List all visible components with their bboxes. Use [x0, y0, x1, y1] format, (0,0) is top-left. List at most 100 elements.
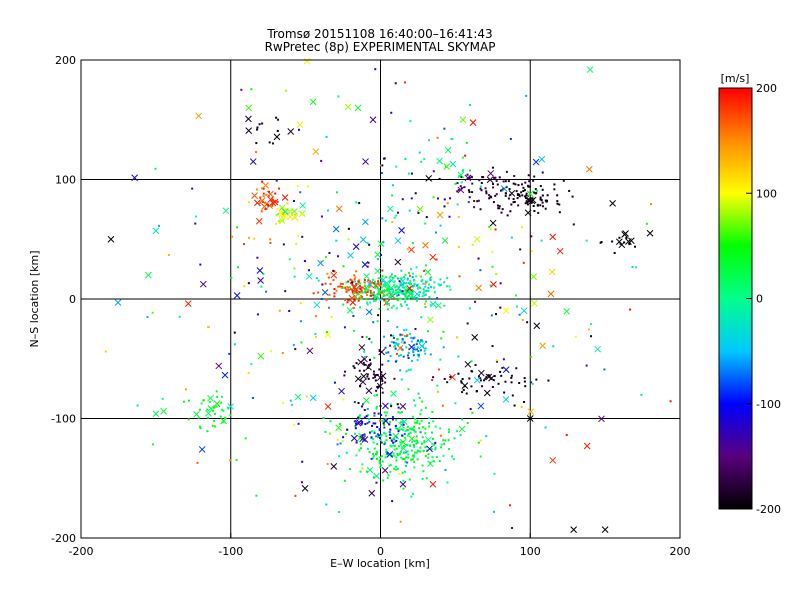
- data-point-cross: [338, 387, 345, 395]
- data-point: [436, 384, 439, 387]
- data-point: [412, 296, 415, 299]
- data-point: [424, 285, 427, 288]
- data-point: [336, 438, 339, 441]
- data-point: [378, 459, 381, 462]
- data-point: [396, 453, 399, 456]
- data-point: [422, 292, 425, 295]
- data-point: [491, 166, 494, 169]
- data-point: [395, 307, 398, 310]
- data-point: [383, 285, 386, 288]
- data-point: [503, 391, 506, 394]
- data-point: [353, 285, 356, 288]
- data-point: [468, 103, 471, 106]
- data-point: [278, 219, 281, 222]
- data-point: [356, 293, 359, 296]
- data-point: [397, 445, 400, 448]
- data-point: [379, 405, 382, 408]
- data-point: [387, 360, 390, 363]
- data-point: [228, 352, 231, 355]
- data-point: [420, 349, 423, 352]
- data-point: [544, 426, 547, 429]
- data-point: [377, 291, 380, 294]
- data-point: [541, 188, 544, 191]
- data-point: [533, 191, 536, 194]
- data-point: [286, 202, 289, 205]
- data-point: [457, 355, 460, 358]
- data-point: [357, 282, 360, 285]
- data-point: [439, 283, 442, 286]
- data-point: [489, 195, 492, 198]
- data-point: [326, 462, 329, 465]
- data-point: [437, 197, 440, 200]
- data-point: [521, 183, 524, 186]
- data-point: [386, 308, 389, 311]
- data-point: [372, 438, 375, 441]
- data-point-cross: [530, 300, 538, 307]
- data-point: [519, 248, 522, 251]
- data-point: [398, 428, 401, 431]
- data-point: [398, 472, 401, 475]
- data-point: [385, 435, 388, 438]
- data-point: [403, 329, 406, 332]
- data-point: [250, 88, 253, 91]
- data-point: [530, 381, 533, 384]
- data-point: [402, 341, 405, 344]
- data-point: [259, 196, 262, 199]
- data-point: [493, 510, 496, 513]
- data-point: [441, 404, 444, 407]
- data-point: [312, 292, 315, 295]
- data-point: [409, 120, 412, 123]
- data-point: [240, 88, 243, 91]
- data-point: [420, 419, 423, 422]
- data-point-cross: [502, 307, 510, 314]
- data-point: [293, 267, 296, 270]
- data-point: [332, 279, 335, 282]
- data-point: [373, 430, 376, 433]
- data-point: [418, 340, 421, 343]
- data-point-cross: [429, 253, 437, 261]
- data-point: [404, 295, 407, 298]
- data-point: [413, 282, 416, 285]
- data-point: [354, 296, 357, 299]
- data-point: [357, 401, 360, 404]
- data-point: [215, 405, 218, 408]
- data-point: [427, 286, 430, 289]
- data-point: [432, 376, 435, 379]
- data-point: [415, 343, 418, 346]
- data-point: [407, 172, 410, 175]
- data-point: [590, 323, 593, 326]
- data-point: [354, 276, 357, 279]
- data-point: [260, 285, 263, 288]
- data-point: [532, 205, 535, 208]
- data-point: [565, 433, 568, 436]
- data-point: [247, 372, 250, 375]
- data-point: [380, 433, 383, 436]
- data-point-cross: [321, 289, 329, 296]
- data-point: [406, 434, 409, 437]
- data-point: [385, 448, 388, 451]
- data-point: [381, 419, 384, 422]
- data-point: [451, 455, 454, 458]
- data-point: [447, 431, 450, 434]
- data-point: [568, 189, 571, 192]
- data-point: [590, 335, 593, 338]
- data-point: [394, 82, 397, 85]
- data-point: [404, 470, 407, 473]
- data-point: [471, 243, 474, 246]
- data-point: [265, 193, 268, 196]
- data-point: [492, 201, 495, 204]
- data-point: [460, 380, 463, 383]
- data-point: [479, 187, 482, 190]
- data-point: [379, 437, 382, 440]
- data-point: [373, 394, 376, 397]
- data-point-cross: [457, 171, 465, 179]
- data-point: [342, 265, 345, 268]
- data-point: [398, 280, 401, 283]
- data-point: [417, 211, 420, 214]
- data-point: [353, 274, 356, 277]
- data-point: [357, 299, 360, 302]
- data-point: [429, 278, 432, 281]
- data-point: [458, 275, 461, 278]
- data-point-cross: [422, 241, 429, 249]
- data-point: [274, 222, 277, 225]
